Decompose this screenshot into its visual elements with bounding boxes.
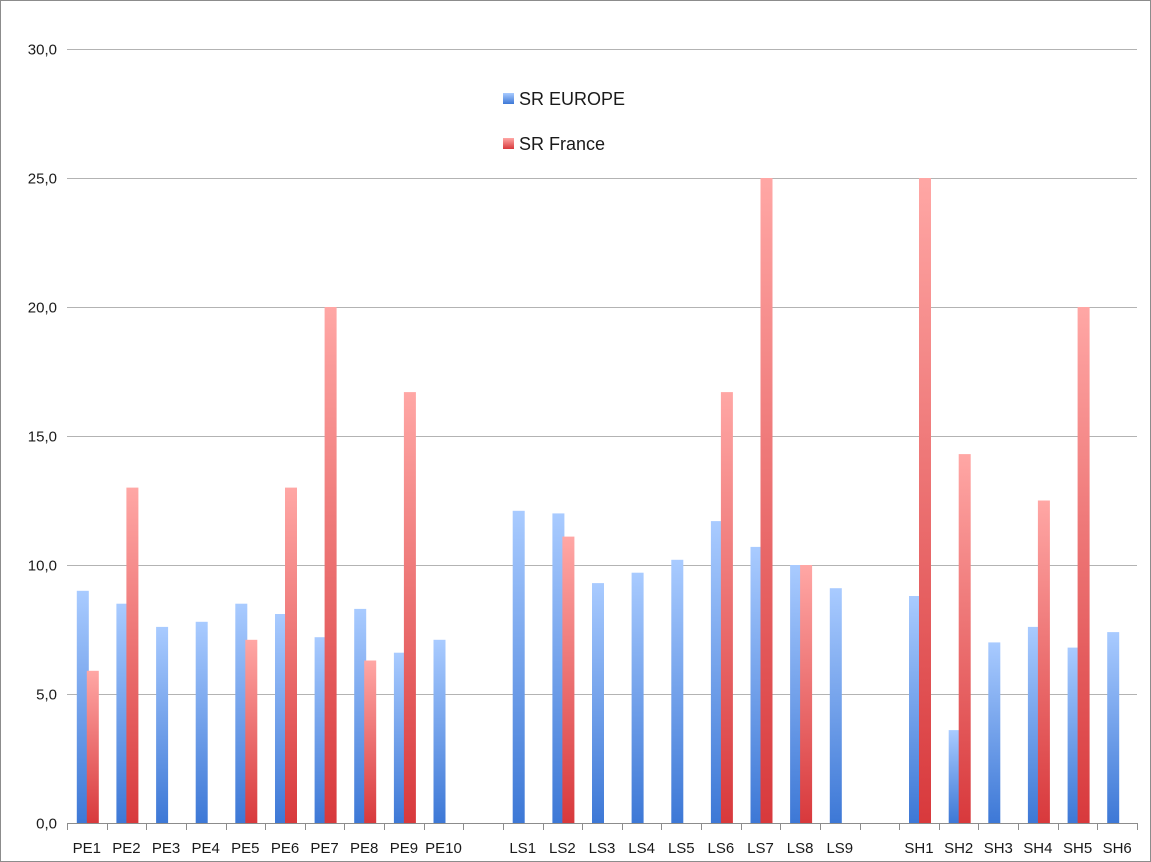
bar-sr-europe	[988, 642, 1001, 823]
x-tick-label: LS7	[747, 840, 774, 857]
y-tick-label: 5,0	[36, 687, 57, 704]
bar-sr-europe	[116, 603, 129, 823]
x-tick-label: LS1	[509, 840, 536, 857]
bar-sr-france	[1037, 500, 1050, 823]
bar-sr-europe	[156, 626, 169, 823]
bar-sr-france	[562, 536, 575, 823]
bar-sr-france	[919, 178, 931, 823]
x-tick-label: PE4	[192, 840, 220, 857]
x-tick-label: LS9	[826, 840, 853, 857]
legend-label-sr-france: SR France	[519, 134, 605, 154]
bar-sr-france	[86, 670, 99, 823]
x-tick-label: SH6	[1103, 840, 1132, 857]
y-tick-label: 15,0	[28, 429, 57, 446]
x-tick-label: LS8	[787, 840, 814, 857]
bar-sr-france	[285, 487, 297, 823]
bar-sr-france	[364, 660, 377, 823]
x-tick-label: PE10	[425, 840, 462, 857]
x-tick-label: PE9	[390, 840, 418, 857]
y-tick-label: 0,0	[36, 816, 57, 833]
bar-sr-france	[958, 454, 971, 823]
legend-label-sr-europe: SR EUROPE	[519, 89, 625, 109]
x-tick-label: SH1	[904, 840, 933, 857]
bar-sr-france	[245, 639, 258, 823]
x-tick-label: PE1	[73, 840, 101, 857]
x-tick-label: PE2	[112, 840, 140, 857]
bar-sr-europe	[314, 637, 327, 823]
x-tick-label: PE7	[310, 840, 338, 857]
bar-sr-europe	[829, 588, 842, 823]
bar-sr-europe	[909, 596, 921, 823]
x-tick-label: SH3	[984, 840, 1013, 857]
x-tick-label: LS2	[549, 840, 576, 857]
bar-sr-france	[324, 307, 337, 823]
bar-sr-europe	[433, 639, 446, 823]
x-tick-label: LS4	[628, 840, 655, 857]
x-tick-label: LS5	[668, 840, 695, 857]
x-tick-label: PE8	[350, 840, 378, 857]
bar-sr-europe	[393, 652, 406, 823]
bar-sr-europe	[552, 513, 565, 823]
bar-sr-europe	[275, 614, 287, 823]
x-tick-label: PE5	[231, 840, 259, 857]
legend-swatch-sr-france	[503, 138, 514, 149]
bar-sr-europe	[592, 583, 604, 823]
bar-sr-europe	[671, 559, 684, 823]
bar-sr-france	[1077, 307, 1090, 823]
y-tick-label: 10,0	[28, 558, 57, 575]
bar-sr-europe	[195, 621, 208, 823]
legend-swatch-sr-europe	[503, 93, 514, 104]
bar-sr-europe	[235, 603, 248, 823]
bar-sr-europe	[1067, 647, 1080, 823]
bar-sr-europe	[750, 546, 763, 823]
bar-sr-france	[800, 565, 813, 823]
bar-sr-europe	[790, 565, 803, 823]
axes: 0,0 5,0 10,0 15,0 20,0 25,0 30,0 PE1 PE2 PE3 PE4 PE…	[28, 42, 1138, 857]
x-tick-label: LS6	[708, 840, 735, 857]
bar-sr-france	[403, 392, 416, 823]
bar-sr-europe	[354, 608, 367, 823]
bar-sr-europe	[631, 572, 644, 823]
y-tick-label: 30,0	[28, 42, 57, 59]
bar-sr-europe	[948, 730, 961, 823]
legend: SR EUROPE SR France	[503, 89, 625, 154]
y-tick-label: 20,0	[28, 300, 57, 317]
bar-sr-europe	[512, 510, 525, 823]
y-tick-label: 25,0	[28, 171, 57, 188]
bar-sr-europe	[710, 521, 723, 823]
bar-sr-france	[760, 178, 773, 823]
x-tick-label: PE6	[271, 840, 299, 857]
x-tick-label: SH4	[1023, 840, 1052, 857]
x-tick-label: LS3	[589, 840, 616, 857]
bar-sr-france	[720, 392, 733, 823]
bar-sr-europe	[1027, 626, 1040, 823]
bar-sr-europe	[1107, 632, 1120, 823]
bars	[76, 178, 1120, 823]
bar-sr-france	[126, 487, 139, 823]
x-tick-label: SH2	[944, 840, 973, 857]
x-tick-label: SH5	[1063, 840, 1092, 857]
x-tick-label: PE3	[152, 840, 180, 857]
bar-sr-europe	[76, 590, 89, 823]
